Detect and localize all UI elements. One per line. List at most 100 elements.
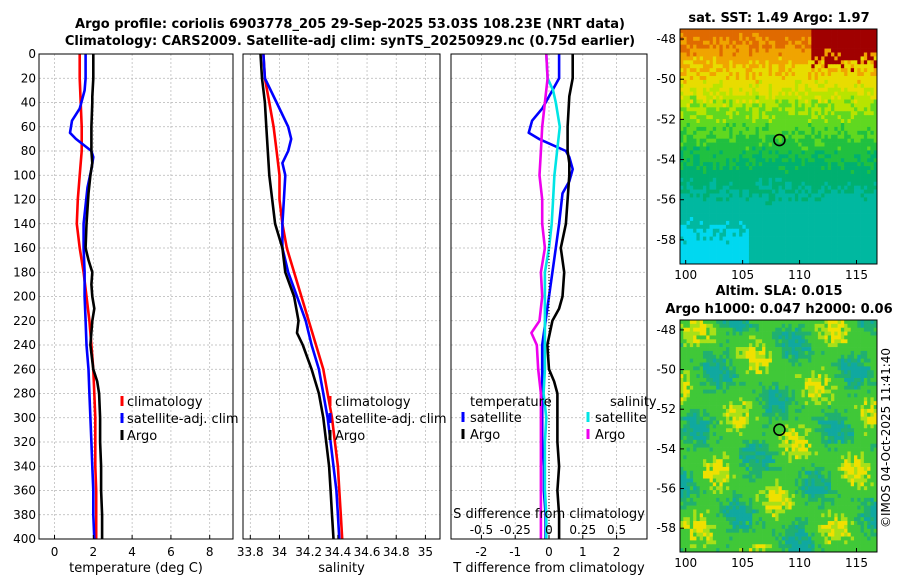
sla-map-cell [732, 358, 737, 363]
sst-map-cell [755, 177, 760, 183]
sst-map-cell [709, 103, 714, 108]
sla-map-cell [709, 366, 714, 371]
sla-map-cell [794, 343, 799, 348]
sst-map-cell [768, 99, 773, 104]
sst-map-cell [755, 134, 760, 140]
sst-map-cell [702, 240, 707, 245]
sst-map-cell [762, 36, 766, 42]
sst-map-cell [778, 40, 783, 46]
sst-map-cell [860, 72, 865, 77]
sst-map-cell [857, 197, 861, 202]
sst-map-cell [817, 205, 822, 210]
sla-map-cell [706, 320, 710, 325]
sst-map-cell [775, 170, 779, 175]
sst-map-cell [706, 256, 710, 261]
sst-map-cell [847, 166, 852, 171]
sla-map-cell [788, 378, 792, 383]
sla-map-cell [735, 378, 740, 383]
sst-map-cell [719, 111, 724, 116]
sst-map-cell [804, 213, 809, 218]
sst-map-cell [768, 32, 773, 38]
sla-map-cell [821, 350, 825, 356]
sst-map-cell [765, 213, 769, 218]
sst-map-cell [847, 64, 852, 69]
sla-map-cell [863, 331, 868, 336]
sla-map-cell [752, 362, 756, 367]
sst-map-cell [788, 107, 792, 112]
sla-map-cell [768, 320, 773, 325]
sst-map-cell [689, 111, 694, 116]
sla-map-cell [729, 327, 733, 332]
sla-map-cell [716, 350, 720, 356]
sst-map-cell [768, 68, 773, 73]
sst-map-cell [771, 248, 776, 253]
sst-map-cell [870, 220, 875, 226]
sst-map-cell [860, 185, 865, 190]
sst-map-cell [847, 205, 852, 210]
sst-map-cell [798, 205, 802, 210]
sst-map-cell [712, 76, 717, 81]
sst-map-cell [808, 60, 812, 65]
sst-map-cell [739, 177, 743, 183]
sst-map-cell [808, 79, 812, 85]
depth-tick-label: 60 [21, 120, 36, 134]
sst-map-cell [798, 256, 802, 261]
sst-map-cell [732, 146, 737, 151]
sst-map-cell [801, 126, 806, 132]
sst-map-cell [709, 162, 714, 167]
sst-map-cell [785, 228, 789, 234]
sst-map-cell [821, 115, 825, 120]
sst-map-cell [752, 158, 756, 163]
sst-map-cell [801, 111, 806, 116]
sst-map-cell [765, 185, 769, 190]
sst-map-cell [709, 83, 714, 89]
sst-map-cell [729, 240, 733, 245]
sla-map-cell [709, 331, 714, 336]
sst-map-cell [686, 181, 691, 187]
sst-map-cell [686, 83, 691, 89]
sst-map-cell [850, 185, 855, 190]
sst-map-cell [762, 126, 766, 132]
sst-map-cell [781, 205, 786, 210]
sst-map-cell [725, 224, 730, 230]
sst-map-cell [706, 52, 710, 57]
sst-map-cell [827, 256, 832, 261]
sla-map-cell [732, 393, 737, 398]
sla-map-cell [699, 374, 704, 379]
diff-xtick-label: -1 [509, 545, 521, 559]
sst-map-cell [716, 197, 720, 202]
sst-map-cell [680, 60, 684, 65]
sst-map-cell [755, 162, 760, 167]
sst-map-cell [752, 134, 756, 140]
sst-map-cell [768, 107, 773, 112]
sst-map-cell [778, 158, 783, 163]
sla-map-cell [801, 339, 806, 344]
sst-map-cell [824, 68, 829, 73]
sst-map-cell [775, 60, 779, 65]
sst-map-cell [752, 162, 756, 167]
sst-map-cell [817, 40, 822, 46]
sst-map-cell [834, 95, 838, 100]
sst-map-cell [719, 56, 724, 61]
sst-map-cell [863, 115, 868, 120]
sst-map-cell [778, 150, 783, 155]
sst-map-cell [847, 173, 852, 179]
sst-map-cell [752, 177, 756, 183]
sla-map-cell [817, 323, 822, 329]
sst-map-cell [801, 146, 806, 151]
sst-map-cell [735, 52, 740, 57]
sst-map-cell [735, 150, 740, 155]
sst-map-cell [729, 29, 733, 34]
sla-map-cell [808, 335, 812, 340]
sst-map-cell [765, 107, 769, 112]
sst-map-cell [860, 95, 865, 100]
sla-map-cell [739, 335, 743, 340]
sst-map-cell [725, 115, 730, 120]
sst-map-cell [798, 103, 802, 108]
sst-map-cell [870, 111, 875, 116]
sst-map-cell [719, 40, 724, 46]
sla-map-cell [834, 385, 838, 390]
sla-map-cell [808, 327, 812, 332]
sst-map-cell [775, 189, 779, 194]
sst-map-cell [729, 44, 733, 49]
